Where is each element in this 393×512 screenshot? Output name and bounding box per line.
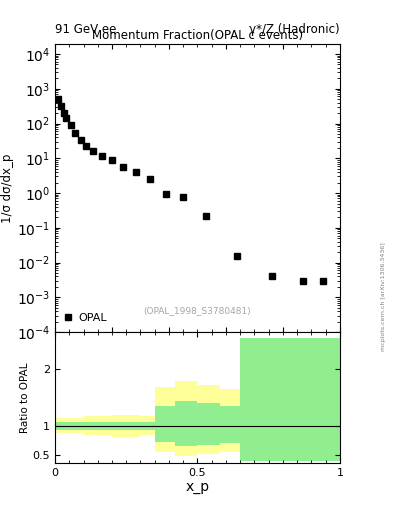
Text: γ*/Z (Hadronic): γ*/Z (Hadronic) [249,23,340,36]
Legend: OPAL: OPAL [61,310,110,327]
Text: (OPAL_1998_S3780481): (OPAL_1998_S3780481) [143,306,252,315]
Text: mcplots.cern.ch [arXiv:1306.3436]: mcplots.cern.ch [arXiv:1306.3436] [381,243,386,351]
X-axis label: x_p: x_p [185,480,209,494]
Y-axis label: 1/σ dσ/dx_p: 1/σ dσ/dx_p [1,153,14,223]
Title: Momentum Fraction(OPAL c events): Momentum Fraction(OPAL c events) [92,29,303,42]
Y-axis label: Ratio to OPAL: Ratio to OPAL [20,362,30,433]
Text: 91 GeV ee: 91 GeV ee [55,23,116,36]
